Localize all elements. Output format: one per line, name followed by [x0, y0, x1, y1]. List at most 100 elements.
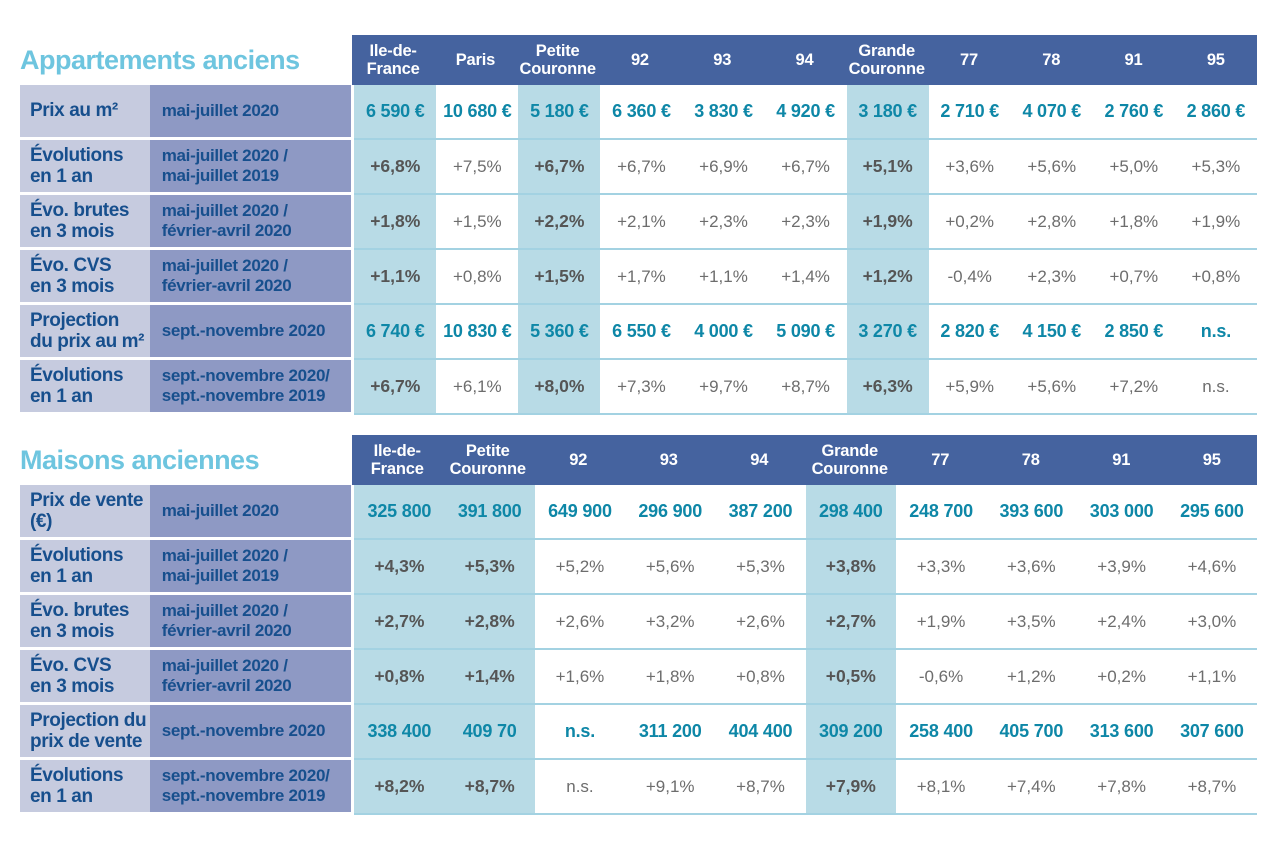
cell-value: 409 70 [462, 721, 517, 741]
row-label: Prix au m² [20, 85, 150, 137]
cell-value: 2 710 € [940, 101, 1000, 121]
cell-value: +6,7% [534, 156, 585, 176]
cell-value: +1,8% [1109, 211, 1159, 231]
cell-value: +1,2% [1007, 666, 1056, 686]
table-cell: +0,8% [436, 250, 519, 305]
table-cell: +3,8% [805, 540, 896, 595]
table-header-row: Maisons anciennes Ile-de- France Petite Co… [20, 435, 1257, 485]
table-cell: 10 680 € [436, 85, 519, 140]
table-cell: +3,9% [1076, 540, 1167, 595]
cell-value: +1,1% [370, 266, 421, 286]
table-cell: +8,7% [444, 760, 535, 815]
cell-value: 404 400 [728, 721, 793, 741]
cell-value: +7,4% [1007, 776, 1056, 796]
cell-value: +7,2% [1109, 376, 1159, 396]
cell-value: +8,7% [464, 776, 515, 796]
cell-value: +3,0% [1187, 611, 1237, 631]
cell-value: +1,7% [617, 266, 666, 286]
cell-value: +0,2% [945, 211, 995, 231]
cell-value: +9,7% [699, 376, 748, 396]
cell-value: +5,2% [555, 556, 605, 576]
table-cell: +0,8% [715, 650, 806, 705]
table-cell: 4 070 € [1010, 85, 1093, 140]
table-cell: +2,8% [1010, 195, 1093, 250]
table-cell: +2,6% [534, 595, 626, 650]
cell-value: +6,7% [370, 376, 421, 396]
cell-value: +6,8% [370, 156, 421, 176]
table-cell: 391 800 [444, 485, 535, 540]
table-cell: +4,6% [1166, 540, 1258, 595]
cell-value: +1,4% [781, 266, 830, 286]
cell-value: +2,3% [781, 211, 830, 231]
row-label: Projection du prix au m² [20, 305, 150, 357]
column-header: 94 [750, 450, 769, 469]
cell-value: n.s. [566, 776, 594, 796]
cell-value: +1,2% [862, 266, 913, 286]
table-cell: 309 200 [805, 705, 896, 760]
row-label: Évo. CVS en 3 mois [20, 250, 150, 302]
cell-value: 6 550 € [612, 321, 671, 341]
table-cell: +7,2% [1092, 360, 1175, 415]
table-cell: +1,5% [518, 250, 601, 305]
table-cell: +0,8% [1174, 250, 1257, 305]
cell-value: +2,3% [699, 211, 748, 231]
table-cell: +5,6% [1010, 360, 1093, 415]
row-period: mai-juillet 2020 / février-avril 2020 [149, 595, 352, 647]
table-cell: +7,9% [805, 760, 896, 815]
cell-value: +6,9% [699, 156, 748, 176]
table-cell: 248 700 [895, 485, 987, 540]
cell-value: +0,8% [1191, 266, 1241, 286]
row-period: mai-juillet 2020 / mai-juillet 2019 [149, 540, 352, 592]
cell-value: 303 000 [1089, 501, 1154, 521]
table-cell: +5,3% [444, 540, 535, 595]
table-cell: +2,4% [1076, 595, 1167, 650]
table-header-row: Appartements anciens Ile-de- France Paris P… [20, 35, 1257, 85]
cell-value: +6,7% [781, 156, 830, 176]
column-header: Petite Couronne [449, 441, 527, 478]
cell-value: +8,7% [1187, 776, 1237, 796]
cell-value: +2,8% [1027, 211, 1077, 231]
table-cell: +2,3% [682, 195, 765, 250]
cell-value: +8,2% [374, 776, 425, 796]
cell-value: +3,8% [825, 556, 876, 576]
table-cell: 313 600 [1076, 705, 1167, 760]
table-cell: +0,2% [1076, 650, 1167, 705]
row-label: Évolutions en 1 an [20, 360, 150, 412]
table-cell: 409 70 [444, 705, 535, 760]
cell-value: +5,1% [862, 156, 913, 176]
cell-value: +5,6% [1027, 156, 1077, 176]
cell-value: n.s. [1202, 376, 1230, 396]
row-cells: +1,1% +0,8% +1,5% +1,7% +1,1% +1,4% +1,2% -0,4%… [354, 250, 1257, 305]
cell-value: +3,9% [1097, 556, 1146, 576]
table-cell: +5,0% [1092, 140, 1175, 195]
table-cell: +6,3% [846, 360, 929, 415]
cell-value: 393 600 [999, 501, 1064, 521]
cell-value: +2,2% [534, 211, 585, 231]
table-row: Évo. CVS en 3 mois mai-juillet 2020 / fév… [20, 250, 1257, 305]
table-cell: +6,7% [600, 140, 683, 195]
table-row: Évo. brutes en 3 mois mai-juillet 2020 / … [20, 595, 1258, 650]
cell-value: +1,9% [916, 611, 966, 631]
table-cell: +0,7% [1092, 250, 1175, 305]
row-period: sept.-novembre 2020 [149, 705, 352, 757]
table-row: Évo. brutes en 3 mois mai-juillet 2020 / … [20, 195, 1257, 250]
row-cells: +6,8% +7,5% +6,7% +6,7% +6,9% +6,7% +5,1% +3,6%… [354, 140, 1257, 195]
cell-value: 258 400 [909, 721, 973, 741]
table-cell: 338 400 [354, 705, 445, 760]
cell-value: 387 200 [728, 501, 793, 521]
cell-value: 3 270 € [858, 321, 917, 341]
row-period: sept.-novembre 2020 [149, 305, 352, 357]
table-cell: +1,1% [1166, 650, 1258, 705]
table-row: Évolutions en 1 an mai-juillet 2020 / mai… [20, 140, 1257, 195]
table-cell: 2 850 € [1092, 305, 1175, 360]
table-cell: +1,2% [846, 250, 929, 305]
table-cell: 393 600 [986, 485, 1077, 540]
cell-value: +3,6% [945, 156, 995, 176]
column-header: 78 [1042, 50, 1061, 69]
column-header: Grande Couronne [811, 441, 889, 478]
table-row: Évo. CVS en 3 mois mai-juillet 2020 / fév… [20, 650, 1258, 705]
table-cell: +8,7% [715, 760, 806, 815]
cell-value: 2 760 € [1104, 101, 1164, 121]
table-cell: 298 400 [805, 485, 896, 540]
table-cell: 5 180 € [518, 85, 601, 140]
